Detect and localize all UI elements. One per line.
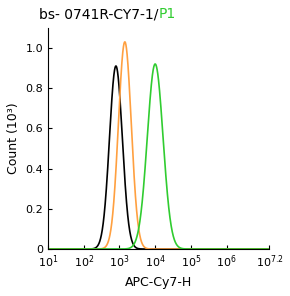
X-axis label: APC-Cy7-H: APC-Cy7-H <box>125 276 192 289</box>
Y-axis label: Count (10³): Count (10³) <box>7 103 20 174</box>
Text: P1: P1 <box>159 7 176 21</box>
Text: bs- 0741R-CY7-1/: bs- 0741R-CY7-1/ <box>39 7 159 21</box>
